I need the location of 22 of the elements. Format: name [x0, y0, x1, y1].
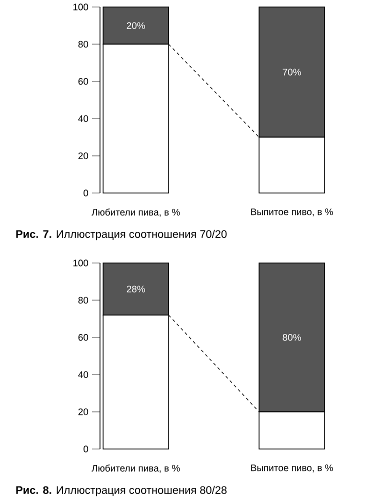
y-tick-label: 100: [73, 260, 88, 266]
text: Рис. 7. Иллюстрация соотношения 70/20: [16, 230, 227, 240]
y-tick-label: 60: [78, 334, 88, 341]
data-label: 28%: [126, 286, 145, 292]
y-tick-label: 100: [73, 4, 88, 10]
data-label: 20%: [126, 22, 145, 29]
y-tick-label: 0: [84, 190, 88, 196]
y-tick-label: 20: [78, 152, 88, 160]
x-tick-label: Любители пива, в %: [92, 208, 180, 217]
x-tick-label: Любители пива, в %: [92, 464, 180, 473]
y-tick-label: 0: [84, 446, 88, 452]
data-label: 80%: [282, 334, 301, 341]
y-tick-label: 60: [78, 78, 88, 85]
x-tick-label: Выпитое пиво, в %: [251, 208, 333, 216]
data-label: 70%: [282, 68, 301, 76]
y-tick-label: 40: [78, 115, 88, 122]
y-tick-label: 20: [78, 408, 88, 416]
y-tick-label: 40: [78, 371, 88, 378]
x-tick-label: Выпитое пиво, в %: [251, 464, 333, 472]
y-tick-label: 80: [78, 296, 88, 304]
text: Рис. 8. Иллюстрация соотношения 80/28: [16, 486, 227, 496]
y-tick-label: 80: [78, 40, 88, 48]
